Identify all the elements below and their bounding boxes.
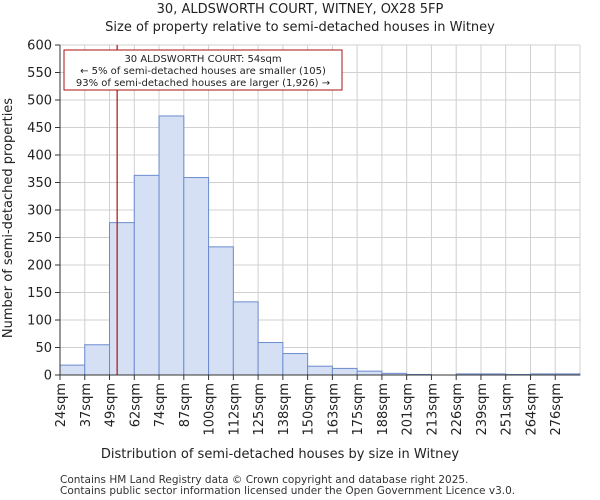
y-tick-label: 500 [27, 94, 52, 109]
histogram-bar [356, 370, 383, 376]
annotation-text: 93% of semi-detached houses are larger (… [76, 78, 330, 89]
y-tick-label: 450 [27, 121, 52, 136]
y-tick-label: 200 [27, 259, 52, 274]
histogram-bar [133, 174, 160, 376]
histogram-bar [158, 115, 185, 376]
x-tick-label: 264sqm [524, 383, 539, 436]
x-tick-label: 24sqm [54, 383, 69, 427]
y-tick-label: 600 [27, 39, 52, 54]
x-tick-label: 100sqm [203, 383, 218, 436]
x-tick-label: 37sqm [79, 383, 94, 427]
histogram-bar [208, 246, 234, 376]
y-tick-label: 400 [27, 149, 52, 164]
x-tick-label: 276sqm [549, 383, 564, 436]
y-axis-label: Number of semi-detached properties [1, 98, 16, 338]
chart-area: 30 ALDSWORTH COURT: 54sqm← 5% of semi-de… [1, 39, 581, 462]
x-tick-label: 251sqm [500, 383, 515, 436]
x-tick-label: 87sqm [178, 383, 193, 427]
histogram-bar [84, 344, 111, 376]
y-tick-label: 550 [27, 66, 52, 81]
marker-group: 30 ALDSWORTH COURT: 54sqm← 5% of semi-de… [63, 45, 343, 375]
footer-line-1: Contains HM Land Registry data © Crown c… [60, 474, 469, 486]
axes: 0 50 100 150 200 250 300 350 400 450 500 550 600 24sq… [27, 39, 580, 436]
x-tick-label: 150sqm [302, 383, 317, 436]
x-tick-label: 226sqm [450, 383, 465, 436]
y-tick-label: 300 [27, 204, 52, 219]
y-tick-label: 50 [35, 341, 52, 356]
x-tick-label: 138sqm [277, 383, 292, 436]
footer-line-2: Contains public sector information licen… [60, 485, 516, 497]
chart-subtitle: Size of property relative to semi-detach… [105, 20, 495, 35]
annotation-text: 30 ALDSWORTH COURT: 54sqm [124, 54, 281, 65]
x-tick-label: 62sqm [128, 383, 143, 427]
x-tick-label: 112sqm [227, 383, 242, 436]
x-tick-label: 125sqm [252, 383, 267, 436]
x-tick-label: 163sqm [326, 383, 341, 436]
histogram-bar [59, 364, 86, 376]
histogram-bar [307, 365, 333, 376]
y-tick-label: 150 [27, 286, 52, 301]
y-tick-label: 250 [27, 231, 52, 246]
x-tick-label: 188sqm [376, 383, 391, 436]
x-tick-label: 175sqm [351, 383, 366, 436]
x-axis-label: Distribution of semi-detached houses by … [101, 447, 459, 462]
y-tick-label: 350 [27, 176, 52, 191]
annotation-text: ← 5% of semi-detached houses are smaller… [80, 66, 326, 77]
histogram-bar [257, 342, 284, 376]
x-tick-label: 49sqm [104, 383, 119, 427]
y-tick-label: 100 [27, 314, 52, 329]
histogram-bar [109, 222, 135, 376]
histogram-bar [183, 177, 210, 376]
x-tick-label: 239sqm [475, 383, 490, 436]
y-tick-label: 0 [44, 369, 52, 384]
histogram-bar [282, 353, 309, 376]
x-tick-label: 201sqm [401, 383, 416, 436]
chart-title: 30, ALDSWORTH COURT, WITNEY, OX28 5FP [156, 2, 444, 17]
bars [59, 115, 581, 376]
x-tick-label: 213sqm [425, 383, 440, 436]
x-tick-label: 74sqm [153, 383, 168, 427]
histogram-bar [331, 367, 358, 376]
annotation-box [63, 49, 343, 91]
histogram-bar [232, 301, 259, 376]
